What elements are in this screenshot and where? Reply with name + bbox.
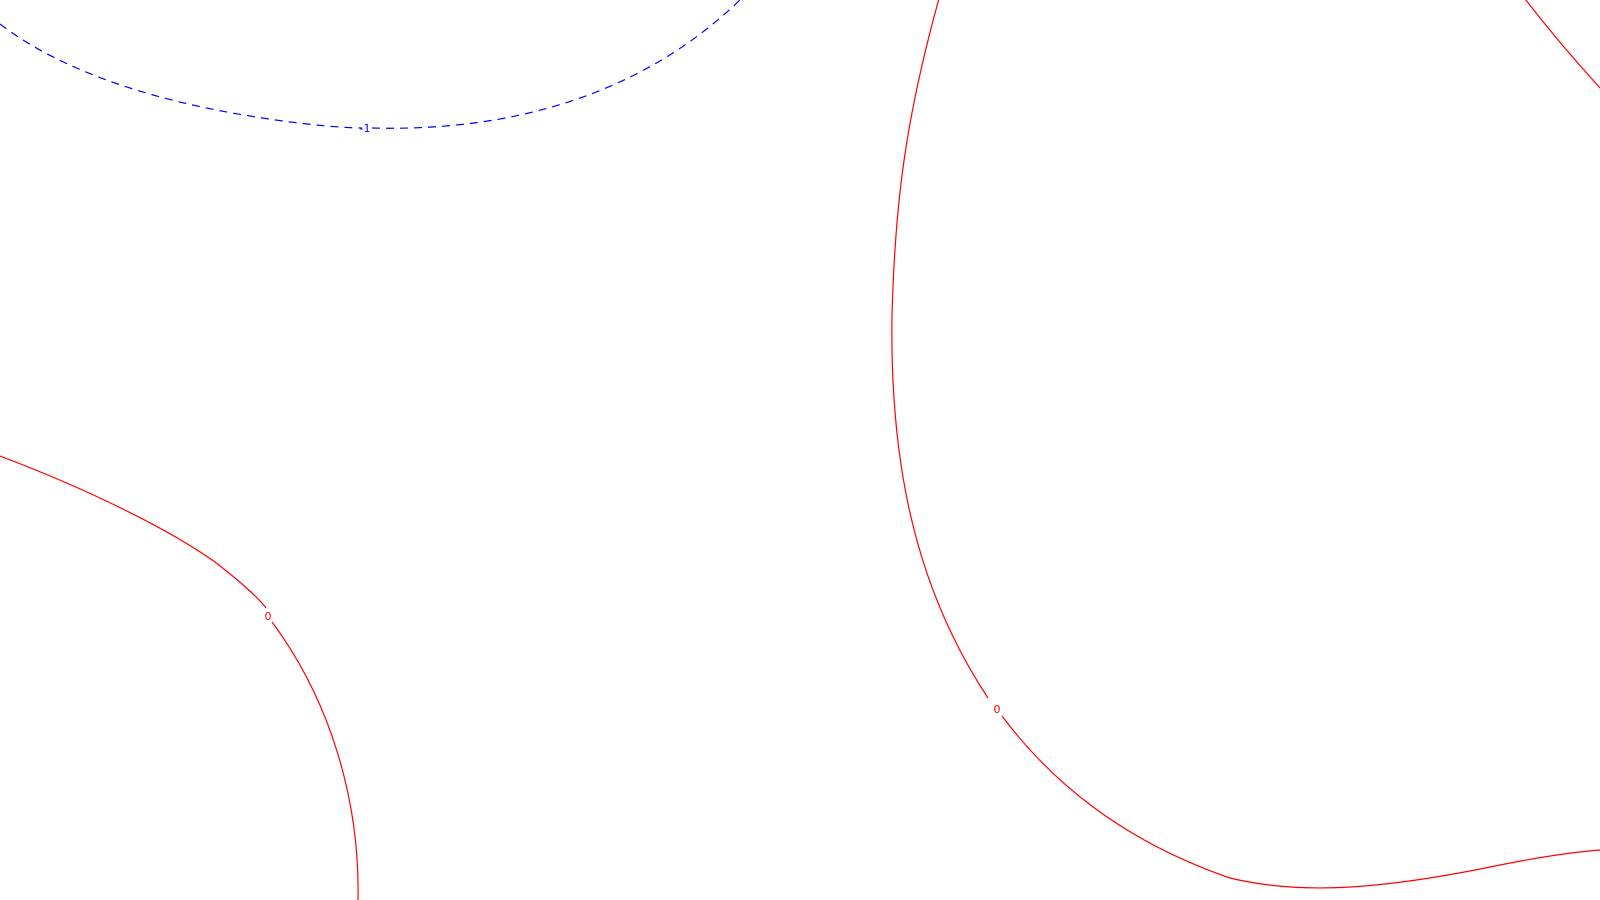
contour-label-zero-right: 0 (994, 703, 1001, 716)
contour-line-zero-top-right (1525, 0, 1600, 89)
contour-line-zero-right (891, 0, 1600, 889)
contour-label-neg1: -1 (360, 122, 371, 135)
contour-line-zero-left (0, 455, 359, 900)
contour-line-neg1 (0, 0, 741, 129)
contour-label-zero-left: 0 (265, 610, 272, 623)
